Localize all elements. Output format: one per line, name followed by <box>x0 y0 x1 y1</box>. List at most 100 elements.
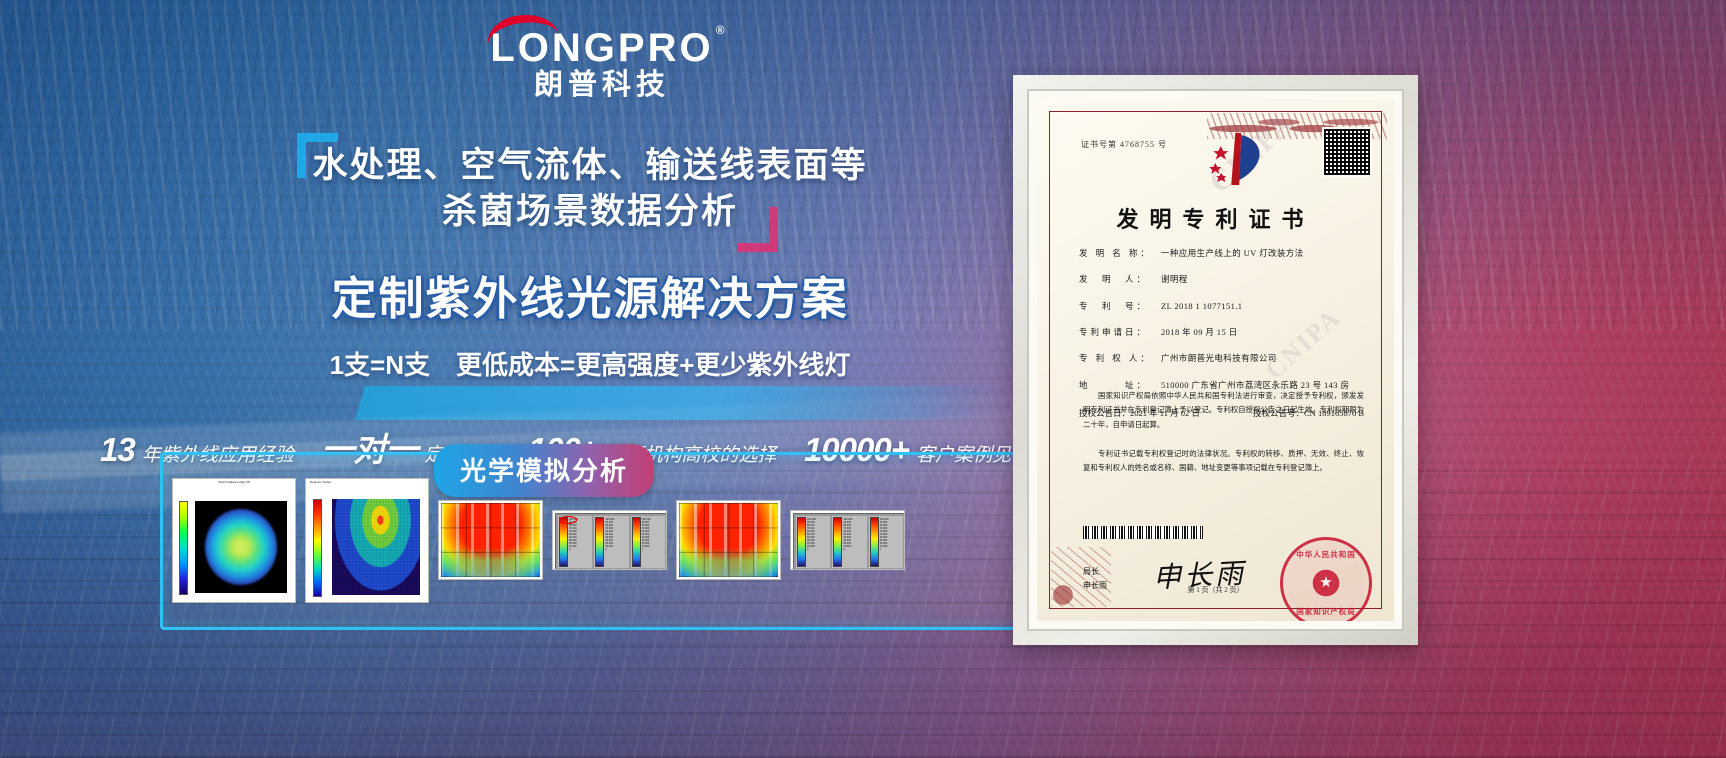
irradiance-contour-plot[interactable]: Total Irradiance Map 3D <box>172 478 296 603</box>
certificate-number: 证书号第 4768755 号 <box>1081 140 1167 149</box>
grant-number-value: CN 109165870 B <box>1304 408 1364 419</box>
colorbar <box>179 501 188 595</box>
bracket-bottom-right-icon <box>737 207 778 252</box>
certificate-field-row: 发 明 人： 谢明程 <box>1079 274 1364 285</box>
plot-title: Detector Viewer <box>310 480 332 484</box>
field-value: 2018 年 09 月 15 日 <box>1161 327 1238 338</box>
plot-area <box>679 503 778 577</box>
uv-legend-panel-2[interactable]: 100.000 90.000 80.000 70.000 60.000 50.000 40.… <box>790 510 905 570</box>
legend-values: 100.000 90.000 80.000 70.000 60.000 50.000 40.… <box>569 518 579 551</box>
scatter-noise <box>332 499 420 595</box>
legend-column: 100.000 90.000 80.000 70.000 60.000 50.000 40.… <box>796 516 831 568</box>
seal-text-top: 中华人民共和国 <box>1296 550 1356 559</box>
brand-name-cn: 朗普科技 <box>533 69 670 101</box>
legend-values: 100.000 90.000 80.000 70.000 60.000 50.000 40.… <box>641 518 651 551</box>
certificate-grant-row: 授权公告日：2021 年 11 月 02 日 授权公告号：CN 10916587… <box>1079 407 1364 419</box>
plot-grid <box>679 503 778 577</box>
ornament-bottom-left-icon <box>1051 547 1111 607</box>
certificate-field-row: 专 利 权 人： 广州市朗普光电科技有限公司 <box>1079 353 1364 364</box>
seal-text-bottom: 国家知识产权局 <box>1296 607 1356 616</box>
director-name: 申长雨 <box>1083 580 1107 590</box>
stat-number: 一对一 <box>321 431 418 468</box>
uv-heatmap-wide-1[interactable] <box>438 500 543 580</box>
legend-values: 100.000 90.000 80.000 70.000 60.000 50.000 40.… <box>843 518 853 551</box>
main-slogan: 定制紫外线光源解决方案 <box>331 273 849 324</box>
headline: 水处理、空气流体、输送线表面等 杀菌场景数据分析 <box>300 143 880 235</box>
legend-column: 100.000 90.000 80.000 70.000 60.000 50.000 40.… <box>558 516 593 568</box>
legend-colorbar <box>833 517 843 567</box>
certificate-field-row: 地 址： 510000 广东省广州市荔湾区永乐路 23 号 143 房 <box>1079 379 1364 390</box>
stat-label: 年紫外线应用经验 <box>141 445 294 466</box>
uv-legend-panel-1[interactable]: 100.000 90.000 80.000 70.000 60.000 50.000 40.… <box>552 510 667 570</box>
grant-number: 授权公告号：CN 109165870 B <box>1253 407 1364 419</box>
field-value: 一种应用生产线上的 UV 灯改装方法 <box>1161 248 1304 258</box>
certificate-frame-bevel: CNIPA CNIPA 证书号第 4768755 号 发明专利证书 发 明 名 … <box>1027 89 1404 631</box>
certificate-page-note: 第 1 页（共 2 页） <box>1187 586 1244 594</box>
headline-line-2: 杀菌场景数据分析 <box>441 192 738 232</box>
ray-scatter-density-plot[interactable]: Detector Viewer <box>305 478 429 603</box>
uv-heatmap-wide-2[interactable] <box>676 500 781 580</box>
plot-area <box>441 503 540 577</box>
field-label: 专 利 号： <box>1079 300 1149 311</box>
legend-colorbar <box>869 517 879 567</box>
legend-values: 100.000 90.000 80.000 70.000 60.000 50.000 40.… <box>807 518 817 551</box>
director-label: 局长 <box>1083 567 1099 576</box>
field-label: 专 利 权 人： <box>1079 353 1152 364</box>
legend-colorbar <box>797 517 806 567</box>
patent-certificate[interactable]: CNIPA CNIPA 证书号第 4768755 号 发明专利证书 发 明 名 … <box>1013 75 1418 645</box>
plot-title: Total Irradiance Map 3D <box>218 480 250 484</box>
bracket-top-left-icon <box>297 133 338 178</box>
stat-item: 13 年紫外线应用经验 <box>100 431 294 469</box>
intensity-blob <box>205 509 277 585</box>
field-value: 510000 广东省广州市荔湾区永乐路 23 号 143 房 <box>1161 379 1350 390</box>
brand-name: LONGPRO <box>490 26 714 70</box>
official-seal-stamp: 中华人民共和国 国家知识产权局 ★ <box>1280 537 1372 621</box>
legend-panel: 100.000 90.000 80.000 70.000 60.000 50.000 40.… <box>793 513 904 569</box>
field-value: ZL 2018 1 1077151.1 <box>1161 300 1243 311</box>
legend-column: 100.000 90.000 80.000 70.000 60.000 50.000 40.… <box>630 516 665 568</box>
legend-values: 100.000 90.000 80.000 70.000 60.000 50.000 40.… <box>879 518 889 551</box>
certificate-paragraph-1: 国家知识产权局依照中华人民共和国专利法进行审查，决定授予专利权，颁发发明专利证书… <box>1083 391 1364 429</box>
cnipa-logo-icon <box>1208 133 1260 185</box>
certificate-field-row: 专利申请日： 2018 年 09 月 15 日 <box>1079 327 1364 338</box>
stat-number: 13 <box>100 431 136 468</box>
highlight-ellipse-icon <box>559 516 577 524</box>
background-ceiling-structure <box>0 0 1726 330</box>
certificate-field-row: 专 利 号： ZL 2018 1 1077151.1 <box>1079 300 1364 311</box>
legend-values: 100.000 90.000 80.000 70.000 60.000 50.000 40.… <box>605 518 615 551</box>
headline-line-1: 水处理、空气流体、输送线表面等 <box>312 146 868 185</box>
star-icon: ★ <box>1319 573 1333 591</box>
seal-center-icon <box>1311 568 1341 598</box>
stat-item: 10000+ 客户案例见证 <box>804 431 1030 469</box>
stat-number: 10000+ <box>803 431 910 468</box>
legend-column: 100.000 90.000 80.000 70.000 60.000 50.000 40.… <box>559 516 629 568</box>
registered-trademark-icon: ® <box>715 23 728 37</box>
plot-area <box>332 499 420 595</box>
brand-logo: LONGPRO ® 朗普科技 <box>484 9 725 101</box>
field-value: 广州市朗普光电科技有限公司 <box>1161 353 1277 364</box>
director-block: 局长 申长雨 <box>1083 565 1107 592</box>
certificate-paragraph-2: 专利证书记载专利权登记时的法律状况。专利权的转移、质押、无效、终止、恢复和专利权… <box>1083 449 1364 473</box>
barcode-icon <box>1083 526 1203 539</box>
slogan-subtitle: 1支=N支 更低成本=更高强度+更少紫外线灯 <box>329 350 851 380</box>
grant-date-value: 2021 年 11 月 02 日 <box>1130 408 1200 419</box>
colorbar <box>313 499 322 597</box>
legend-column: 100.000 90.000 80.000 70.000 60.000 50.000 40.… <box>868 516 903 568</box>
certificate-field-row: 发 明 名 称： 一种应用生产线上的 UV 灯改装方法 <box>1079 248 1364 258</box>
grant-date: 授权公告日：2021 年 11 月 02 日 <box>1079 407 1200 419</box>
legend-colorbar <box>631 517 641 567</box>
field-label: 发 明 人： <box>1079 274 1149 285</box>
legend-panel: 100.000 90.000 80.000 70.000 60.000 50.000 40.… <box>555 513 666 569</box>
simulation-badge: 光学模拟分析 <box>434 444 655 497</box>
plot-area <box>195 501 287 593</box>
grant-number-label: 授权公告号： <box>1253 408 1305 419</box>
brand-wordmark: LONGPRO ® <box>484 9 725 70</box>
stat-label: 客户案例见证 <box>915 445 1030 466</box>
legend-colorbar <box>595 517 605 567</box>
field-label: 地 址： <box>1079 379 1149 390</box>
certificate-fields: 发 明 名 称： 一种应用生产线上的 UV 灯改装方法 发 明 人： 谢明程 专… <box>1079 248 1364 435</box>
certificate-paper: CNIPA CNIPA 证书号第 4768755 号 发明专利证书 发 明 名 … <box>1037 99 1394 621</box>
